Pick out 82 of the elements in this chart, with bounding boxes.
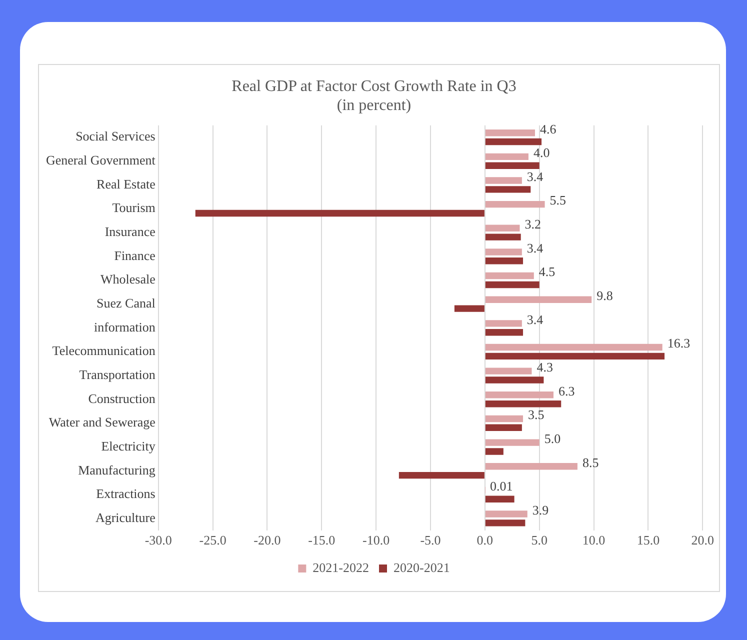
bar	[485, 153, 528, 160]
bar	[485, 186, 531, 193]
x-tick-label: 20.0	[691, 532, 714, 548]
x-tick-label: 15.0	[636, 532, 660, 548]
bar	[485, 352, 665, 360]
data-label: 8.5	[582, 454, 599, 470]
data-label: 5.0	[544, 430, 561, 446]
y-tick-label: Real Estate	[96, 176, 156, 192]
bar	[485, 329, 524, 336]
data-label: 6.3	[558, 383, 575, 398]
bar	[485, 520, 526, 526]
bar	[485, 448, 504, 455]
bar	[485, 368, 532, 374]
y-tick-label: Transportation	[79, 366, 156, 382]
data-label: 3.5	[528, 407, 544, 422]
bar	[485, 400, 562, 408]
legend-label: 2021-2022	[312, 560, 370, 575]
bar	[485, 281, 540, 288]
bar	[485, 496, 514, 502]
y-tick-label: Electricity	[101, 438, 156, 454]
bar	[485, 344, 662, 351]
bar	[485, 234, 521, 240]
data-label: 4.3	[536, 360, 553, 374]
x-tick-label: -15.0	[308, 532, 336, 548]
x-tick-label: 10.0	[582, 532, 606, 548]
bar	[485, 510, 528, 518]
data-label: 3.2	[524, 216, 542, 232]
data-label: 3.4	[526, 240, 544, 256]
bar	[485, 177, 522, 184]
data-label: 9.8	[596, 288, 613, 304]
bar	[454, 305, 484, 312]
bar	[485, 129, 535, 136]
bar	[485, 258, 524, 264]
bar	[485, 376, 544, 384]
bar	[398, 472, 484, 479]
bar	[485, 424, 522, 432]
data-label: 4.0	[533, 145, 550, 160]
y-tick-label: Social Services	[76, 128, 156, 144]
data-label: 3.4	[526, 168, 544, 184]
legend-label: 2020-2021	[394, 560, 450, 575]
bar	[485, 415, 524, 422]
x-tick-label: 5.0	[531, 532, 548, 548]
bar	[485, 272, 534, 280]
data-label: 16.3	[667, 336, 690, 351]
y-tick-label: Wholesale	[100, 272, 156, 287]
bar	[485, 320, 522, 327]
y-tick-label: Tourism	[112, 200, 156, 216]
x-tick-label: -30.0	[144, 532, 172, 548]
x-tick-label: -5.0	[420, 532, 441, 548]
bar	[485, 392, 554, 398]
data-label: 0.01	[490, 478, 513, 494]
x-tick-label: -20.0	[254, 532, 281, 548]
y-tick-label: Water and Sewerage	[48, 414, 156, 430]
data-label: 3.4	[526, 312, 544, 327]
bar	[485, 439, 540, 446]
y-tick-label: General Government	[46, 152, 156, 168]
y-tick-label: Agriculture	[95, 510, 156, 525]
chart-subtitle: (in percent)	[336, 97, 412, 114]
chart-title: Real GDP at Factor Cost Growth Rate in Q3	[232, 78, 516, 95]
x-tick-label: -25.0	[199, 532, 226, 548]
y-tick-label: Manufacturing	[78, 462, 156, 478]
bar	[485, 138, 542, 146]
bar	[485, 463, 578, 470]
y-tick-label: Suez Canal	[96, 296, 156, 310]
bar	[485, 296, 592, 303]
y-tick-label: information	[94, 319, 156, 334]
bar	[195, 210, 484, 217]
data-label: 3.9	[532, 502, 549, 518]
x-tick-label: 0.0	[476, 532, 494, 548]
y-tick-label: Finance	[114, 248, 156, 263]
y-tick-label: Insurance	[104, 224, 156, 240]
data-label: 5.5	[550, 192, 566, 208]
x-tick-label: -10.0	[362, 532, 390, 548]
data-label: 4.6	[540, 121, 557, 136]
y-tick-label: Telecommunication	[52, 343, 156, 358]
bar	[485, 224, 520, 232]
data-label: 4.5	[538, 264, 556, 280]
y-tick-label: Construction	[88, 390, 156, 406]
bar	[485, 248, 522, 256]
y-tick-label: Extractions	[96, 486, 156, 502]
bar	[485, 200, 545, 208]
bar	[485, 162, 540, 169]
